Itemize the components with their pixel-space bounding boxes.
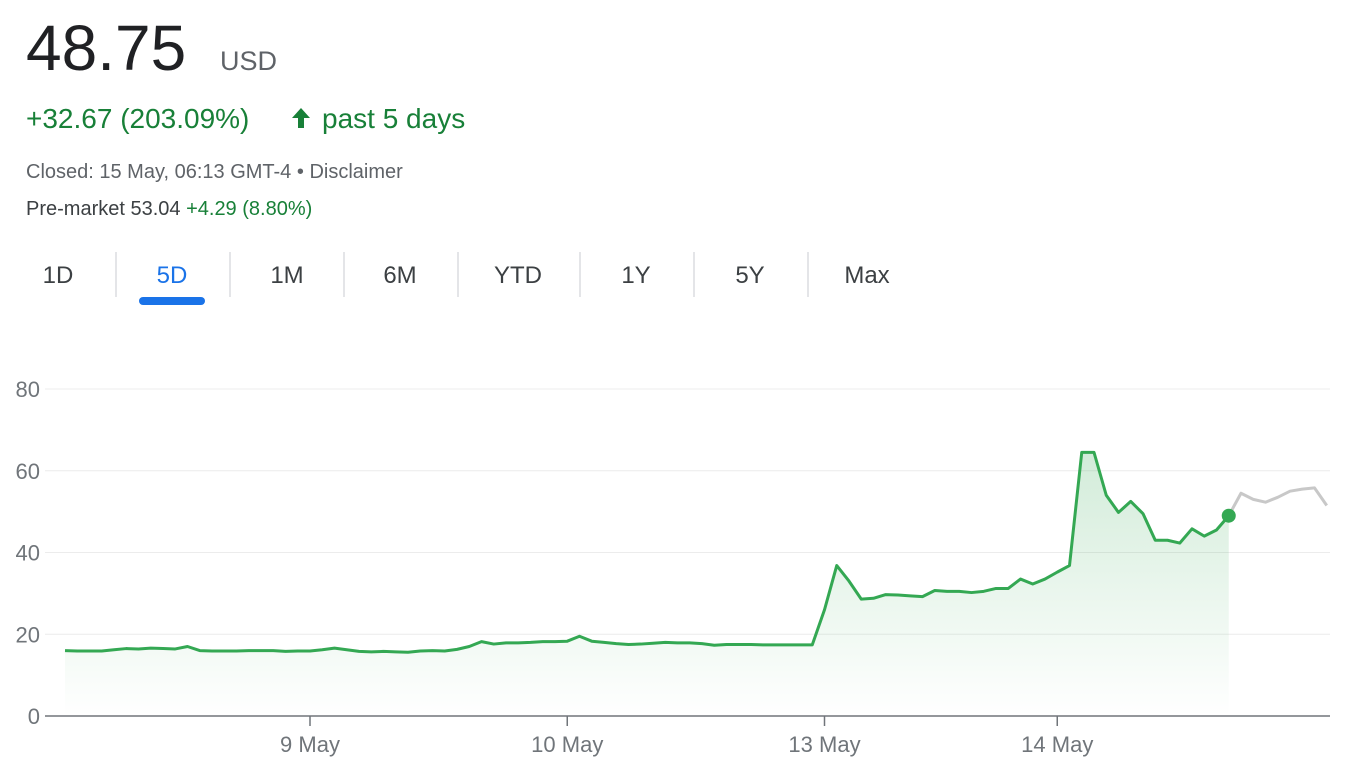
y-tick-label: 20 (16, 622, 40, 647)
x-tick-label: 10 May (531, 732, 603, 757)
tab[interactable]: 6M (383, 262, 416, 289)
tabs: 1D 5D 1M 6M YTD 1Y 5Y Max (43, 252, 890, 305)
tab[interactable]: 5Y (735, 262, 764, 289)
plot: 0 20 40 60 80 9 May 10 May 13 May 14 May (16, 377, 1330, 757)
tab[interactable]: Max (844, 262, 889, 289)
tab[interactable]: 1M (270, 262, 303, 289)
last-point (1221, 508, 1236, 523)
x-tick-label: 14 May (1021, 732, 1093, 757)
currency: USD (220, 46, 277, 76)
separator: • (297, 161, 304, 183)
tab[interactable]: 1D (43, 262, 74, 289)
tab[interactable]: YTD (494, 262, 542, 289)
tab-indicator (139, 297, 205, 305)
premarket-change: +4.29 (8.80%) (186, 198, 312, 220)
y-tick-label: 40 (16, 541, 40, 566)
price-line (64, 450, 1230, 654)
up-arrow (292, 108, 310, 128)
y-tick-label: 80 (16, 377, 40, 402)
x-tick-label: 13 May (788, 732, 860, 757)
premarket: Pre-market 53.04 +4.29 (8.80%) (26, 198, 312, 220)
price-line (1227, 486, 1328, 517)
closed: Closed: 15 May, 06:13 GMT-4 • Disclaimer (26, 161, 403, 183)
y-tick-label: 0 (28, 704, 40, 729)
x-tick-label: 9 May (280, 732, 340, 757)
area-fill (65, 452, 1229, 716)
change: +32.67 (203.09%) (26, 103, 249, 134)
y-tick-label: 60 (16, 459, 40, 484)
premarket-price: Pre-market 53.04 (26, 198, 181, 220)
tab[interactable]: 5D (157, 262, 188, 289)
period: past 5 days (322, 103, 465, 134)
price: 48.75 (26, 12, 186, 84)
tab[interactable]: 1Y (621, 262, 650, 289)
closed-time: Closed: 15 May, 06:13 GMT-4 (26, 161, 291, 183)
disclaimer[interactable]: Disclaimer (309, 161, 403, 183)
